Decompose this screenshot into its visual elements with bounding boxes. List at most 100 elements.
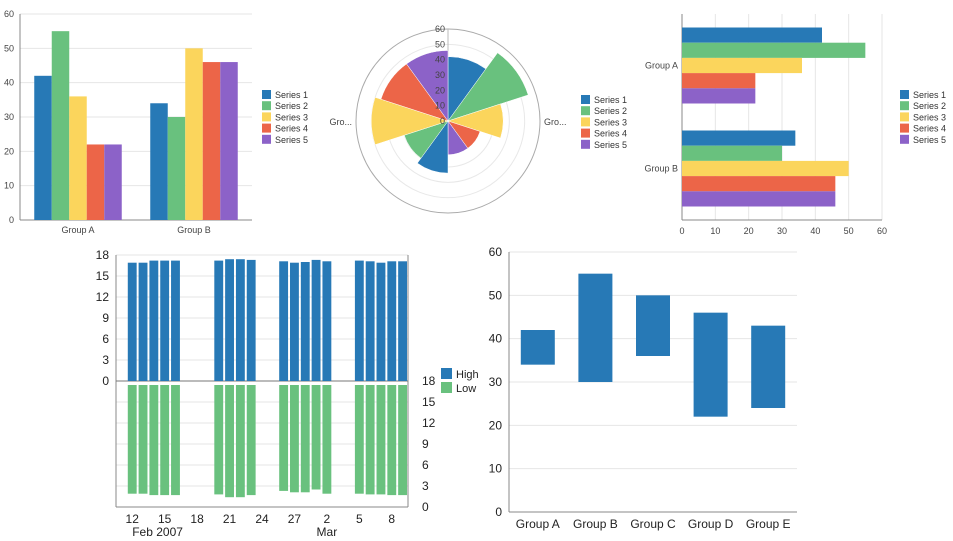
y-tick-label-top: 0 — [102, 374, 109, 388]
polar-wedge — [447, 103, 504, 139]
x-tick-label: 21 — [223, 512, 237, 526]
bar — [51, 31, 70, 220]
bar — [682, 27, 822, 43]
y-tick-label: 0 — [495, 505, 502, 519]
x-tick-label: Group E — [746, 517, 791, 531]
legend-swatch — [581, 106, 590, 116]
angle-label: Gro... — [329, 117, 352, 127]
y-tick-label-top: 18 — [96, 248, 110, 262]
bar-low — [398, 385, 408, 496]
bar — [69, 96, 87, 220]
legend-label: Series 3 — [594, 117, 627, 127]
bar — [682, 57, 802, 74]
bar-low — [322, 385, 332, 494]
bar-high — [127, 262, 137, 381]
y-tick-label: 10 — [4, 181, 14, 191]
x-tick-label: 60 — [877, 226, 887, 236]
y-tick-label: 60 — [4, 9, 14, 19]
y-tick-label: 30 — [489, 375, 503, 389]
x-tick-label: 30 — [777, 226, 787, 236]
bar-high — [214, 260, 224, 381]
x-tick-label: 24 — [255, 512, 269, 526]
y-tick-label: 40 — [4, 78, 14, 88]
x-tick-label: 20 — [744, 226, 754, 236]
bar-low — [160, 385, 170, 496]
bar — [185, 48, 203, 221]
x-tick-label: 0 — [679, 226, 684, 236]
bar-low — [279, 385, 289, 491]
chart4-high-low-panels: 0 0 3 3 6 6 9 9 12 12 15 15 18 18 12 15 18 21 24 27 2 5 8 Feb 2… — [96, 248, 436, 539]
bar-high — [290, 262, 299, 381]
bar-low — [225, 385, 234, 498]
bar-low — [235, 385, 245, 498]
legend-swatch — [581, 95, 590, 104]
r-tick-label: 50 — [435, 39, 445, 49]
y-tick-label: Group B — [644, 164, 678, 174]
bar-high — [246, 259, 256, 381]
bar-low — [376, 385, 386, 495]
bar — [86, 144, 105, 220]
legend-label: Series 4 — [913, 124, 946, 134]
bar — [682, 145, 782, 161]
bar-high — [354, 260, 364, 381]
r-tick-label: 60 — [435, 24, 445, 34]
r-tick-label: 20 — [435, 85, 445, 95]
bar-high — [322, 261, 332, 381]
y-tick-label-bottom: 9 — [422, 437, 429, 451]
polar-wedge — [417, 120, 449, 174]
r-tick-label: 30 — [435, 70, 445, 80]
y-tick-label-bottom: 6 — [422, 458, 429, 472]
bar-low — [127, 385, 137, 494]
x-tick-label: 50 — [844, 226, 854, 236]
legend-swatch — [262, 134, 271, 144]
bar — [682, 73, 756, 89]
y-tick-label: 50 — [489, 288, 503, 302]
legend-swatch — [262, 90, 271, 99]
bar-high — [235, 259, 245, 381]
bar-high — [160, 260, 170, 381]
x-tick-label: 18 — [190, 512, 204, 526]
y-tick-label: 60 — [489, 245, 503, 259]
bar — [34, 75, 52, 220]
bar — [682, 191, 836, 207]
y-tick-label-top: 12 — [96, 290, 110, 304]
x-tick-label: 40 — [810, 226, 820, 236]
r-tick-label: 0 — [440, 116, 445, 126]
x-tick-label: Group A — [516, 517, 560, 531]
y-tick-label: Group A — [645, 61, 678, 71]
legend-swatch — [900, 123, 909, 133]
y-tick-label-bottom: 3 — [422, 479, 429, 493]
x-tick-label: 2 — [324, 512, 331, 526]
chart2-polar-area: 0 10 20 30 40 50 60 Gro... Gro... — [329, 24, 567, 214]
bar-low — [246, 385, 256, 496]
bar — [202, 62, 221, 220]
legend-swatch — [262, 123, 271, 133]
bar-low — [300, 385, 310, 493]
legend-swatch — [581, 139, 590, 149]
x-tick-label: Group A — [61, 225, 94, 235]
bar-low — [149, 385, 159, 496]
legend-label: Series 5 — [594, 140, 627, 150]
y-tick-label: 40 — [489, 332, 503, 346]
bar-high — [300, 262, 310, 381]
x-tick-label: 12 — [126, 512, 140, 526]
legend-label: Series 5 — [913, 135, 946, 145]
legend-swatch — [900, 134, 909, 144]
bar-high — [171, 260, 180, 381]
floating-bar — [751, 325, 786, 408]
legend-label: Series 1 — [913, 90, 946, 100]
bar — [682, 42, 866, 58]
legend-label: Series 2 — [594, 106, 627, 116]
month-label: Feb 2007 — [132, 525, 183, 539]
legend-label: Low — [456, 383, 476, 395]
y-tick-label: 10 — [489, 462, 503, 476]
legend-label: High — [456, 369, 479, 381]
legend-swatch — [581, 128, 590, 138]
chart4-legend: High Low — [441, 368, 479, 395]
legend-label: Series 4 — [594, 129, 627, 139]
bar-low — [354, 385, 364, 494]
